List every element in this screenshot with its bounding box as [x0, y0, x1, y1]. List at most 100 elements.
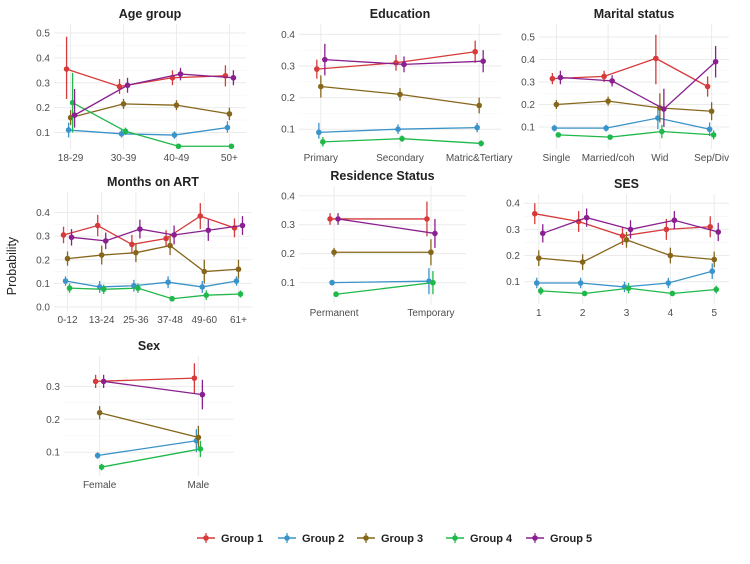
data-point	[601, 73, 607, 80]
data-point	[167, 242, 173, 249]
data-point	[205, 227, 212, 234]
series-line	[101, 448, 201, 468]
y-tick-label: 0.2	[281, 93, 295, 104]
y-tick-label: 0.3	[281, 220, 295, 231]
legend-label: Group 1	[221, 533, 263, 545]
series-line	[337, 218, 436, 235]
data-point	[625, 285, 632, 292]
data-point	[199, 391, 206, 398]
data-point	[607, 134, 613, 140]
panel-0: Age group 0.1 0.2 0.3 0.4 0.5 18-29 30-39 40-49 5…	[36, 7, 246, 164]
y-tick-label: 0.1	[281, 278, 295, 289]
series-group-4	[98, 440, 204, 471]
x-tick-label: 1	[536, 308, 542, 319]
panel-title: Sex	[138, 339, 160, 353]
data-point	[96, 409, 103, 416]
legend-label: Group 4	[470, 533, 513, 545]
series-group-3	[318, 75, 482, 114]
data-point	[424, 216, 430, 222]
y-tick-label: 0.4	[281, 30, 295, 41]
data-point	[329, 279, 335, 286]
y-tick-label: 0.2	[36, 103, 50, 114]
data-point	[549, 75, 556, 82]
data-point	[239, 222, 246, 229]
data-point	[393, 59, 399, 66]
data-point	[661, 106, 667, 112]
data-point	[201, 268, 208, 275]
series-group-4	[66, 283, 244, 302]
data-point	[137, 226, 143, 232]
series-group-4	[555, 124, 717, 140]
data-point	[163, 235, 169, 242]
series-line	[554, 117, 710, 130]
data-point	[577, 280, 584, 286]
x-tick-label: Married/coh	[582, 153, 635, 164]
data-point	[116, 83, 123, 90]
panel-3: Months on ART 0.0 0.1 0.2 0.3 0.4 0-12 13-24 25-…	[36, 175, 252, 326]
data-point	[66, 285, 73, 291]
data-point	[92, 378, 99, 385]
y-tick-label: 0.4	[36, 208, 50, 219]
data-point	[331, 249, 337, 256]
y-tick-label: 0.5	[36, 28, 50, 39]
data-point	[133, 249, 139, 256]
series-group-4	[320, 135, 484, 147]
data-point	[129, 241, 135, 248]
legend: Group 1 Group 2 Group 3 Group 4 Group 5	[197, 533, 592, 545]
data-point	[318, 83, 324, 90]
series-line	[67, 244, 239, 273]
y-tick-label: 0.4	[36, 53, 50, 64]
data-point	[551, 125, 558, 131]
y-tick-label: 0.1	[521, 123, 535, 134]
data-point	[237, 291, 244, 297]
data-point	[320, 139, 326, 145]
series-line	[97, 440, 197, 457]
legend-item-group-4: Group 4	[446, 533, 513, 545]
y-tick-label: 0.2	[36, 255, 50, 266]
data-point	[175, 143, 182, 150]
data-point	[314, 66, 320, 72]
data-point	[706, 126, 713, 133]
x-tick-label: 61+	[230, 315, 247, 326]
y-tick-label: 0.2	[46, 415, 60, 426]
data-point	[177, 71, 184, 77]
y-tick-label: 0.0	[36, 303, 50, 314]
data-point	[667, 252, 674, 259]
x-tick-label: Temporary	[407, 308, 454, 319]
y-tick-label: 0.4	[521, 55, 535, 66]
y-tick-label: 0.3	[281, 61, 295, 72]
series-group-2	[329, 268, 432, 295]
series-group-2	[551, 106, 713, 136]
data-point	[539, 230, 546, 237]
y-tick-label: 0.3	[36, 78, 50, 89]
data-point	[224, 124, 231, 131]
data-point	[322, 56, 328, 63]
data-point	[165, 279, 171, 286]
x-tick-label: 3	[624, 308, 630, 319]
series-group-5	[68, 216, 246, 250]
data-point	[583, 214, 590, 221]
series-group-1	[60, 203, 238, 254]
legend-item-group-1: Group 1	[197, 533, 263, 545]
x-tick-label: 13-24	[89, 315, 115, 326]
data-point	[327, 216, 333, 222]
series-group-3	[64, 236, 242, 284]
series-group-1	[92, 363, 198, 393]
series-group-5	[322, 43, 486, 76]
data-point	[233, 278, 240, 284]
legend-label: Group 3	[381, 533, 423, 545]
series-group-4	[333, 271, 436, 298]
data-point	[535, 255, 542, 261]
x-tick-label: 5	[711, 308, 717, 319]
y-axis-label: Probability	[5, 236, 19, 295]
data-point	[63, 66, 70, 72]
series-line	[103, 380, 203, 396]
panel-title: Education	[370, 7, 430, 21]
y-tick-label: 0.4	[506, 199, 520, 210]
y-tick-label: 0.2	[521, 100, 535, 111]
data-point	[704, 83, 711, 90]
data-point	[609, 78, 615, 84]
data-point	[65, 127, 72, 133]
data-point	[474, 124, 480, 131]
x-tick-label: Male	[188, 480, 210, 491]
